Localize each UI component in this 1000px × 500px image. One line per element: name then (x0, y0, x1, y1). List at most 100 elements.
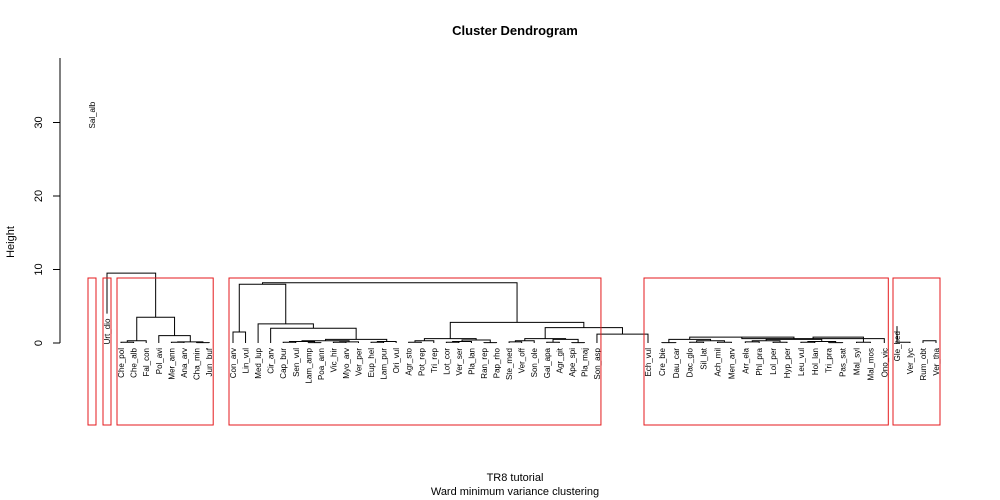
leaf-label: Ver_per (355, 348, 364, 376)
leaf-label: Phl_pra (755, 347, 764, 375)
leaf-label: Ver_lyc (906, 348, 915, 374)
leaf-label: Mal_mos (866, 348, 875, 380)
leaf-label: Agr_git (555, 347, 564, 373)
leaf-label: Lam_pur (380, 348, 389, 380)
merge-link (508, 341, 523, 343)
merge-link (596, 333, 649, 343)
chart-subtitle: Ward minimum variance clustering (431, 486, 599, 498)
leaf-label: Pla_maj (580, 348, 589, 377)
merge-link (282, 341, 297, 343)
merge-link (717, 341, 732, 343)
leaf-label: Fal_con (142, 348, 151, 376)
leaf-label: Dac_glo (686, 347, 695, 377)
leaf-label: Pol_avi (155, 348, 164, 374)
cluster-box (116, 277, 214, 426)
merge-link (856, 341, 871, 343)
leaf-labels: Sal_alb Urt_dio Che_pol Che_alb Fal_con Pol_a… (88, 101, 941, 383)
leaf-label: Tri_pra (825, 347, 834, 373)
merge-link (120, 341, 135, 343)
merge-link (262, 282, 518, 323)
merge-link (449, 321, 585, 339)
leaf-label: Rum_obt (919, 347, 928, 380)
cluster-box (892, 277, 941, 426)
merge-link (408, 341, 422, 343)
leaf-label: Lin_vul (242, 348, 251, 374)
leaf-label: Ori_vul (392, 348, 401, 374)
leaf-label: Cap_bur (279, 348, 288, 379)
leaf-label: Agr_sto (405, 347, 414, 375)
y-tick-label: 30 (33, 116, 45, 128)
cluster-box (102, 277, 112, 426)
leaf-label: Jun_buf (205, 347, 214, 376)
merge-link (370, 341, 385, 343)
leaf-label: Pas_sat (839, 347, 848, 377)
leaf-label: Sen_vul (292, 348, 301, 377)
leaf-label: Men_arv (727, 348, 736, 379)
leaf-label: Che_alb (130, 347, 139, 377)
leaf-label: Eup_hel (367, 348, 376, 378)
merge-link (445, 341, 460, 343)
leaf-label: Ver_ser (455, 348, 464, 376)
merge-link (812, 336, 864, 343)
merge-link (106, 272, 157, 318)
merge-link (544, 327, 623, 339)
merge-link (136, 316, 176, 341)
merge-link (744, 341, 760, 343)
x-axis-label: TR8 tutorial (487, 472, 544, 484)
leaf-label: Hol_lan (811, 348, 820, 375)
merge-link (689, 341, 705, 343)
leaf-label: Ste_med (505, 348, 514, 380)
leaf-label: Ver_off (518, 347, 527, 373)
y-axis: 0 10 20 30 (33, 58, 61, 346)
leaf-label: Vic_hir (329, 348, 338, 373)
leaf-label: Sil_lat (700, 347, 709, 370)
leaf-label: Gal_apa (543, 347, 552, 378)
leaf-label: Med_lup (254, 347, 263, 378)
leaf-label: Tri_rep (430, 347, 439, 373)
leaf-label: Lol_per (769, 348, 778, 375)
y-axis-label: Height (5, 226, 17, 258)
leaf-label: Pla_lan (467, 348, 476, 375)
leaf-label: Ver_tha (932, 347, 941, 375)
y-tick-label: 10 (33, 263, 45, 275)
leaf-label: Dau_car (672, 348, 681, 379)
leaf-label: Myo_arv (342, 348, 351, 379)
leaf-label: Son_asp (593, 347, 602, 379)
leaf-label: Sal_alb (88, 101, 97, 128)
merge-link (772, 341, 788, 343)
leaf-label: Lam_amp (304, 347, 313, 383)
leaf-label: Mal_syl (853, 348, 862, 375)
merge-link (232, 331, 247, 343)
leaf-label: Leu_vul (797, 348, 806, 376)
leaf-label: Cha_min (193, 348, 202, 380)
leaf-label: Che_pol (117, 348, 126, 378)
leaf-label: Pap_rho (493, 347, 502, 378)
y-tick-label: 0 (33, 340, 45, 346)
leaf-label: Con_arv (229, 348, 238, 378)
leaf-label: Arr_ela (741, 347, 750, 373)
merge-link (546, 341, 560, 343)
leaf-label: Cir_arv (267, 348, 276, 374)
merge-link (238, 283, 287, 332)
cluster-box (228, 277, 602, 426)
cluster-box (643, 277, 889, 426)
leaf-label: Hyp_per (783, 348, 792, 379)
leaf-label: Ech_vul (644, 348, 653, 377)
y-tick-label: 20 (33, 190, 45, 202)
dendrogram-tree (106, 272, 937, 344)
leaf-label: Ran_rep (480, 347, 489, 378)
leaf-label: Gle_hed (893, 331, 902, 361)
leaf-label: Mer_ann (167, 348, 176, 380)
leaf-label: Lot_cor (442, 348, 451, 375)
merge-link (257, 323, 314, 343)
chart-title: Cluster Dendrogram (452, 23, 578, 38)
leaf-label: Ach_mil (714, 348, 723, 377)
leaf-label: Ana_arv (180, 348, 189, 378)
leaf-label: Ape_spi (568, 348, 577, 377)
leaf-label: Son_ole (530, 347, 539, 377)
cluster-boxes (87, 277, 941, 426)
merge-link (896, 326, 911, 343)
leaf-label: Pot_rep (417, 347, 426, 376)
leaf-label: Poa_ann (317, 348, 326, 380)
